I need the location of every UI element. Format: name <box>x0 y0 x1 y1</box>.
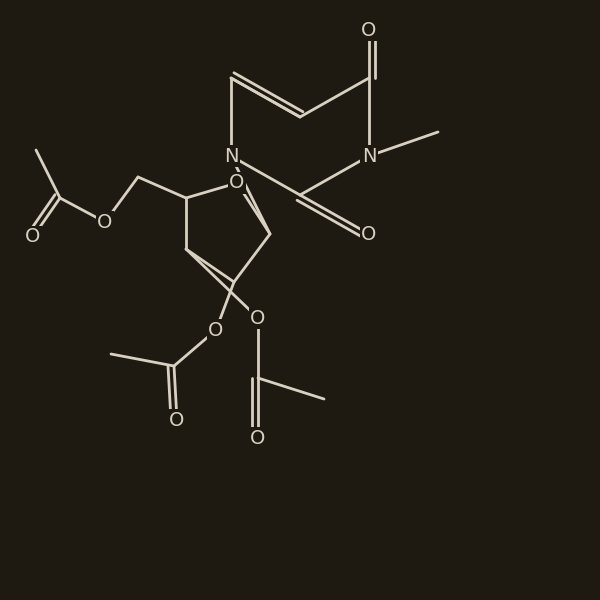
Text: O: O <box>250 308 266 328</box>
Text: O: O <box>250 428 266 448</box>
Text: N: N <box>224 146 238 166</box>
Text: O: O <box>97 212 113 232</box>
Text: O: O <box>361 20 377 40</box>
Text: O: O <box>25 227 41 247</box>
Text: O: O <box>169 410 185 430</box>
Text: O: O <box>229 173 245 193</box>
Text: N: N <box>362 146 376 166</box>
Text: O: O <box>208 320 224 340</box>
Text: O: O <box>361 224 377 244</box>
